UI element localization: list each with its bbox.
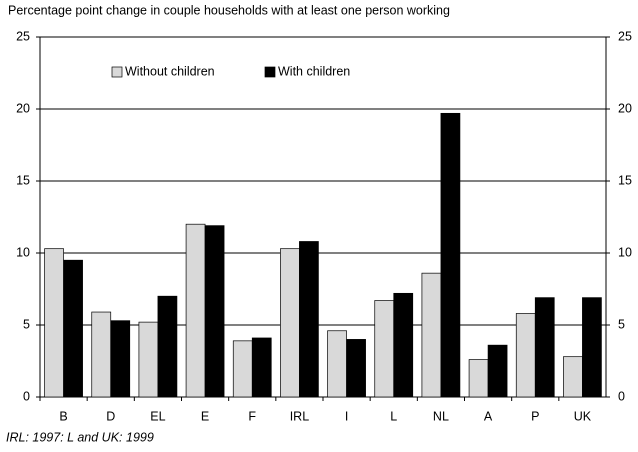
legend-label: Without children [125, 64, 215, 78]
y-tick-label: 5 [23, 317, 30, 331]
bar [299, 241, 319, 398]
y-tick-label: 0 [23, 389, 30, 403]
bar [327, 330, 347, 398]
y2-tick-label: 0 [618, 389, 625, 403]
bar [374, 300, 395, 398]
bar [515, 313, 536, 398]
y2-tick-label: 20 [618, 101, 632, 115]
y2-tick-label: 15 [618, 173, 632, 187]
y-tick-label: 20 [16, 101, 30, 115]
x-tick-label: L [390, 409, 397, 423]
x-tick-label: IRL [290, 409, 310, 423]
legend-swatch [264, 66, 276, 78]
legend-swatch [111, 66, 123, 78]
bar [393, 292, 414, 398]
x-tick-label: A [484, 409, 493, 423]
y2-tick-label: 25 [618, 29, 632, 43]
bar [440, 112, 461, 398]
bar [138, 321, 159, 398]
y-tick-label: 15 [16, 173, 30, 187]
x-tick-label: D [106, 409, 115, 423]
y-tick-label: 10 [16, 245, 30, 259]
bar [534, 297, 555, 398]
bar [346, 339, 366, 398]
y-tick-label: 25 [16, 29, 30, 43]
bar [204, 225, 225, 398]
bar [157, 295, 178, 398]
x-tick-label: UK [574, 409, 592, 423]
x-tick-label: I [345, 409, 348, 423]
bar [185, 223, 206, 398]
y2-tick-label: 5 [618, 317, 625, 331]
x-tick-label: E [201, 409, 209, 423]
legend-label: With children [278, 64, 350, 78]
bar [582, 297, 602, 398]
bar [280, 248, 300, 398]
x-tick-label: F [248, 409, 256, 423]
x-tick-label: P [531, 409, 539, 423]
bar [487, 344, 508, 398]
chart-title: Percentage point change in couple househ… [8, 3, 450, 17]
x-tick-label: EL [150, 409, 165, 423]
bar [44, 248, 64, 398]
bar [468, 359, 489, 398]
note: IRL: 1997: L and UK: 1999 [6, 430, 154, 444]
bar [63, 259, 83, 398]
bar [563, 356, 583, 398]
bar [251, 337, 272, 398]
x-tick-label: B [59, 409, 67, 423]
bar [421, 272, 442, 398]
bar [91, 311, 112, 398]
bar [110, 320, 131, 398]
x-tick-label: NL [433, 409, 449, 423]
y2-tick-label: 10 [618, 245, 632, 259]
bar [232, 340, 253, 398]
